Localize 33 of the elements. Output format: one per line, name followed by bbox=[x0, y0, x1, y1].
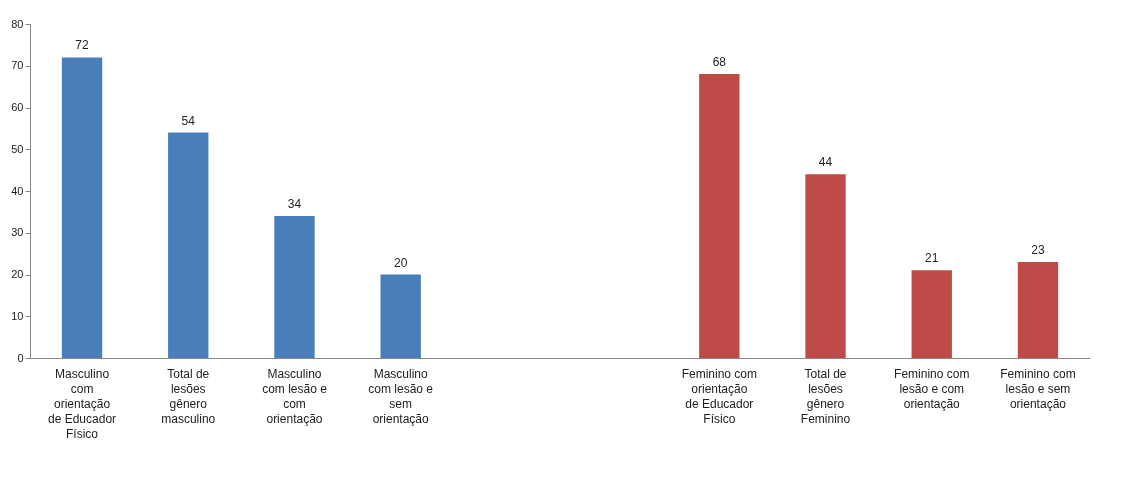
bar bbox=[380, 274, 421, 358]
y-tick-label: 40 bbox=[11, 184, 24, 197]
bar bbox=[168, 132, 209, 358]
data-label: 20 bbox=[394, 255, 408, 270]
x-tick-label: Masculino com lesão e com orientação bbox=[262, 366, 328, 426]
x-tick-label: Masculino com lesão e sem orientação bbox=[368, 366, 434, 426]
x-tick-label: Masculino com orientação de Educador Físico bbox=[48, 366, 117, 441]
data-label: 72 bbox=[75, 38, 90, 53]
y-tick-label: 0 bbox=[17, 351, 24, 364]
x-tick-label: Feminino com lesão e sem orientação bbox=[1000, 366, 1076, 411]
x-tick-label: Total de lesões gênero masculino bbox=[161, 366, 216, 426]
data-label: 44 bbox=[818, 155, 833, 170]
data-label: 68 bbox=[712, 55, 727, 70]
x-tick-label: Feminino com lesão e com orientação bbox=[894, 366, 970, 411]
data-label: 34 bbox=[287, 197, 302, 212]
x-tick-label: Feminino com orientação de Educador Físico bbox=[681, 366, 757, 426]
y-tick-label: 10 bbox=[11, 309, 24, 322]
y-tick-label: 80 bbox=[11, 17, 24, 30]
data-label: 23 bbox=[1031, 242, 1045, 257]
x-tick-label: Total de lesões gênero Feminino bbox=[800, 366, 851, 426]
data-label: 21 bbox=[925, 251, 939, 266]
bar bbox=[805, 174, 846, 358]
y-tick-label: 50 bbox=[11, 142, 24, 155]
bar bbox=[1017, 261, 1059, 358]
bar bbox=[699, 74, 740, 358]
bar bbox=[274, 216, 315, 358]
data-label: 54 bbox=[181, 113, 196, 128]
bar bbox=[61, 57, 103, 358]
y-tick-label: 20 bbox=[11, 268, 24, 280]
y-tick-label: 60 bbox=[11, 101, 24, 113]
y-tick-label: 30 bbox=[11, 226, 24, 239]
bar bbox=[911, 270, 952, 358]
y-tick-label: 70 bbox=[11, 59, 24, 72]
